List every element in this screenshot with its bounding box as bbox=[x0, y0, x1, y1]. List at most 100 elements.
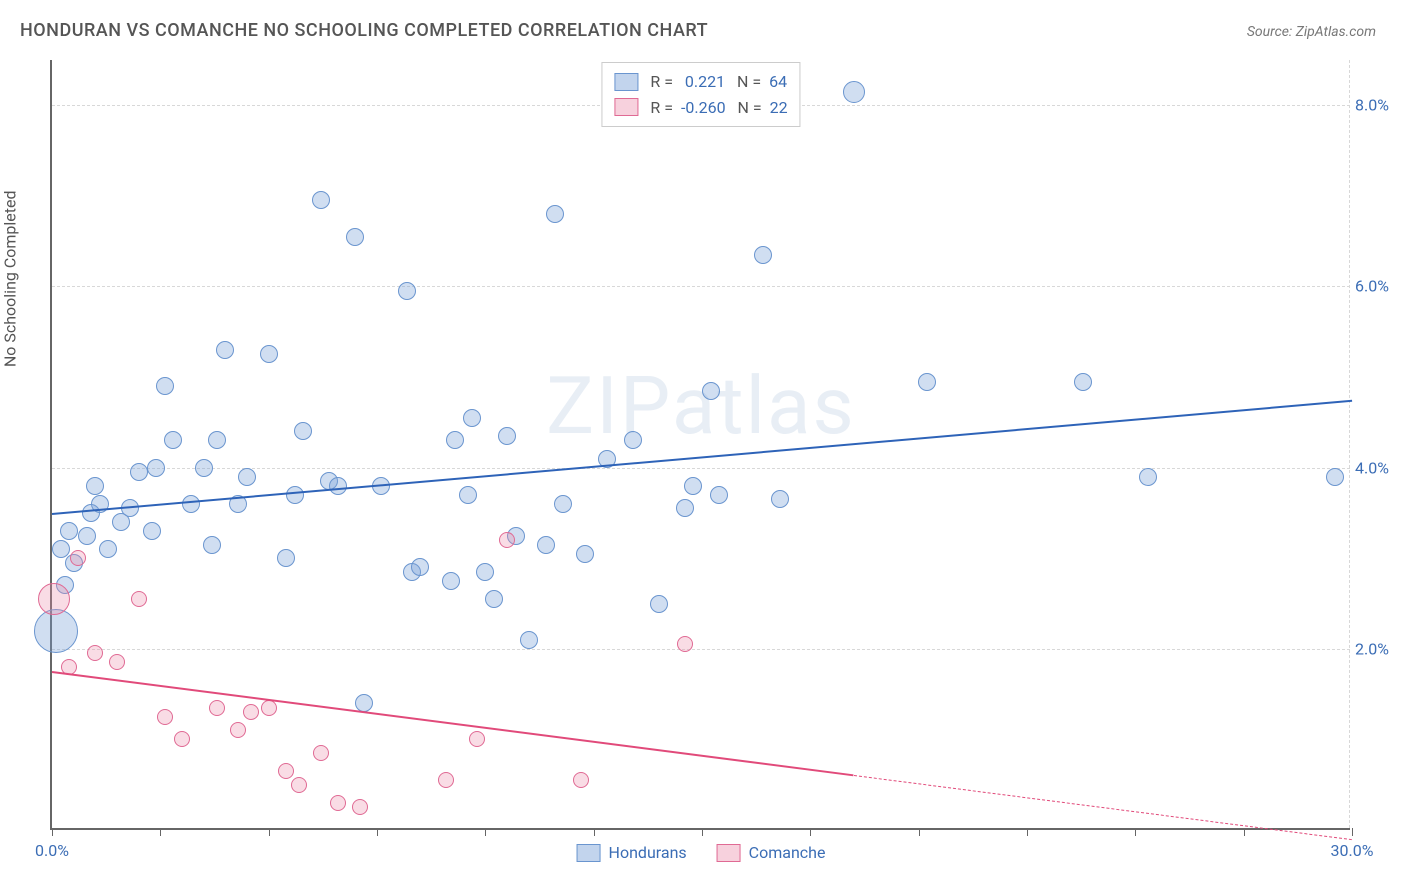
data-point bbox=[1074, 373, 1092, 391]
data-point bbox=[520, 631, 538, 649]
x-tick bbox=[1244, 828, 1245, 836]
data-point bbox=[537, 536, 555, 554]
data-point bbox=[1139, 468, 1157, 486]
data-point bbox=[174, 731, 190, 747]
gridline bbox=[52, 286, 1350, 287]
x-tick bbox=[594, 828, 595, 836]
legend-label: Comanche bbox=[749, 843, 826, 862]
x-tick-label: 30.0% bbox=[1331, 841, 1374, 860]
legend-row: R = -0.260 N = 22 bbox=[614, 95, 787, 121]
plot-right-border bbox=[1349, 60, 1350, 828]
x-tick bbox=[1135, 828, 1136, 836]
data-point bbox=[677, 636, 693, 652]
data-point bbox=[216, 341, 234, 359]
data-point bbox=[278, 763, 294, 779]
data-point bbox=[499, 532, 515, 548]
data-point bbox=[313, 745, 329, 761]
watermark: ZIPatlas bbox=[546, 359, 856, 453]
data-point bbox=[143, 522, 161, 540]
legend-swatch bbox=[614, 73, 638, 91]
data-point bbox=[243, 704, 259, 720]
legend-item: Hondurans bbox=[577, 843, 687, 862]
data-point bbox=[459, 486, 477, 504]
data-point bbox=[346, 228, 364, 246]
y-tick-label: 8.0% bbox=[1355, 96, 1405, 115]
legend-row: R = 0.221 N = 64 bbox=[614, 69, 787, 95]
data-point bbox=[573, 772, 589, 788]
legend-text: R = 0.221 N = 64 bbox=[646, 69, 787, 95]
trend-line bbox=[52, 671, 854, 776]
x-tick bbox=[269, 828, 270, 836]
data-point bbox=[398, 282, 416, 300]
data-point bbox=[754, 246, 772, 264]
x-tick bbox=[377, 828, 378, 836]
y-axis-label: No Schooling Completed bbox=[1, 190, 20, 367]
data-point bbox=[195, 459, 213, 477]
data-point bbox=[1326, 468, 1344, 486]
chart-title: HONDURAN VS COMANCHE NO SCHOOLING COMPLE… bbox=[20, 20, 708, 41]
data-point bbox=[230, 722, 246, 738]
data-point bbox=[99, 540, 117, 558]
data-point bbox=[684, 477, 702, 495]
data-point bbox=[411, 558, 429, 576]
data-point bbox=[277, 549, 295, 567]
data-point bbox=[485, 590, 503, 608]
x-tick bbox=[1027, 828, 1028, 836]
legend-text: R = -0.260 N = 22 bbox=[646, 95, 787, 121]
gridline bbox=[52, 649, 1350, 650]
data-point bbox=[291, 777, 307, 793]
data-point bbox=[70, 550, 86, 566]
data-point bbox=[286, 486, 304, 504]
data-point bbox=[182, 495, 200, 513]
scatter-plot: ZIPatlas R = 0.221 N = 64 R = -0.260 N =… bbox=[50, 60, 1350, 830]
data-point bbox=[650, 595, 668, 613]
data-point bbox=[38, 583, 70, 615]
y-tick-label: 6.0% bbox=[1355, 277, 1405, 296]
data-point bbox=[476, 563, 494, 581]
data-point bbox=[546, 205, 564, 223]
data-point bbox=[157, 709, 173, 725]
trend-line bbox=[52, 400, 1352, 515]
data-point bbox=[261, 700, 277, 716]
data-point bbox=[463, 409, 481, 427]
y-tick-label: 2.0% bbox=[1355, 639, 1405, 658]
data-point bbox=[60, 522, 78, 540]
data-point bbox=[442, 572, 460, 590]
legend-correlation: R = 0.221 N = 64 R = -0.260 N = 22 bbox=[601, 62, 800, 127]
data-point bbox=[260, 345, 278, 363]
x-tick-label: 0.0% bbox=[35, 841, 69, 860]
x-tick bbox=[810, 828, 811, 836]
data-point bbox=[238, 468, 256, 486]
legend-swatch bbox=[577, 844, 601, 862]
data-point bbox=[130, 463, 148, 481]
data-point bbox=[294, 422, 312, 440]
data-point bbox=[131, 591, 147, 607]
data-point bbox=[78, 527, 96, 545]
data-point bbox=[312, 191, 330, 209]
data-point bbox=[843, 81, 865, 103]
data-point bbox=[469, 731, 485, 747]
x-tick bbox=[160, 828, 161, 836]
x-tick bbox=[1352, 828, 1353, 836]
data-point bbox=[576, 545, 594, 563]
data-point bbox=[329, 477, 347, 495]
data-point bbox=[918, 373, 936, 391]
legend-label: Hondurans bbox=[609, 843, 687, 862]
data-point bbox=[164, 431, 182, 449]
data-point bbox=[86, 477, 104, 495]
data-point bbox=[330, 795, 346, 811]
data-point bbox=[446, 431, 464, 449]
data-point bbox=[156, 377, 174, 395]
data-point bbox=[147, 459, 165, 477]
x-tick bbox=[485, 828, 486, 836]
data-point bbox=[710, 486, 728, 504]
data-point bbox=[109, 654, 125, 670]
legend-swatch bbox=[614, 98, 638, 116]
data-point bbox=[203, 536, 221, 554]
data-point bbox=[208, 431, 226, 449]
x-tick bbox=[919, 828, 920, 836]
source-label: Source: ZipAtlas.com bbox=[1247, 24, 1376, 40]
data-point bbox=[554, 495, 572, 513]
data-point bbox=[702, 382, 720, 400]
data-point bbox=[771, 490, 789, 508]
